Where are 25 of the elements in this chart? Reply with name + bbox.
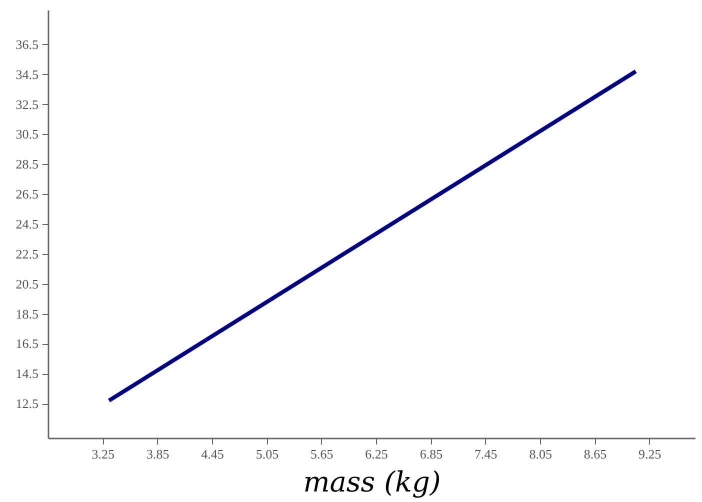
x-tick-label: 5.65 <box>310 446 334 462</box>
y-tick-label: 24.5 <box>16 216 38 232</box>
x-tick-label: 6.85 <box>420 446 443 462</box>
y-tick-label: 12.5 <box>16 396 38 412</box>
x-tick-label: 3.85 <box>146 446 170 462</box>
x-tick-label: 8.65 <box>584 446 607 462</box>
x-tick-label: 4.45 <box>201 446 224 462</box>
y-tick-label: 32.5 <box>16 96 38 112</box>
y-tick-label: 26.5 <box>16 186 38 202</box>
y-tick-label: 30.5 <box>16 126 38 142</box>
x-tick-label: 6.25 <box>365 446 388 462</box>
x-tick-label: 7.45 <box>474 446 498 462</box>
x-tick-label: 8.05 <box>529 446 552 462</box>
y-tick-label: 28.5 <box>16 156 38 172</box>
y-tick-label: 22.5 <box>16 246 38 262</box>
y-tick-label: 20.5 <box>16 276 38 292</box>
y-tick-label: 14.5 <box>16 366 38 382</box>
x-tick-label: 3.25 <box>92 446 115 462</box>
x-axis-title: mass (kg) <box>303 466 441 498</box>
y-tick-label: 18.5 <box>16 306 38 322</box>
y-tick-label: 16.5 <box>16 336 38 352</box>
x-tick-label: 9.25 <box>638 446 662 462</box>
y-tick-label: 34.5 <box>16 66 38 82</box>
y-tick-label: 36.5 <box>16 36 38 52</box>
x-tick-label: 5.05 <box>256 446 279 462</box>
